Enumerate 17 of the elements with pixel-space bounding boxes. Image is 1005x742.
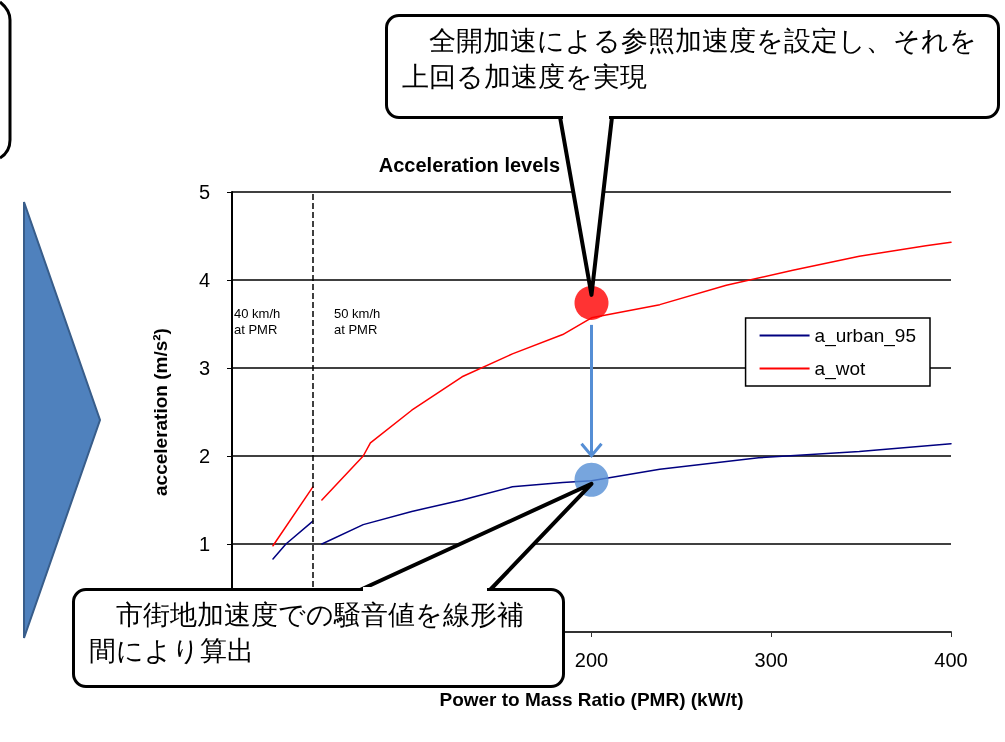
y-tick-label: 2 [198, 445, 210, 467]
y-tick-label: 4 [198, 269, 210, 291]
legend-label: a_wot [814, 358, 866, 380]
x-tick-label: 200 [574, 649, 609, 671]
x-tick-label: 300 [754, 649, 788, 671]
y-tick-label: 3 [198, 357, 210, 379]
x-tick-label: 400 [934, 649, 968, 671]
y-tick-label: 5 [198, 181, 210, 203]
y-tick-label: 1 [198, 533, 210, 555]
chart-title: Acceleration levels [378, 154, 561, 176]
y-axis-title: acceleration (m/s²) [150, 328, 171, 496]
x-axis-title: Power to Mass Ratio (PMR) (kW/t) [439, 689, 744, 710]
annotation: 40 km/h at PMR [234, 306, 282, 338]
annotation: 全開加速による参照加速度を設定し、それを上回る加速度を実現 [385, 14, 1000, 119]
annotation: 50 km/h at PMR [334, 306, 382, 338]
legend-label: a_urban_95 [814, 325, 917, 347]
annotation: 市街地加速度での騒音値を線形補間により算出 [72, 588, 565, 688]
